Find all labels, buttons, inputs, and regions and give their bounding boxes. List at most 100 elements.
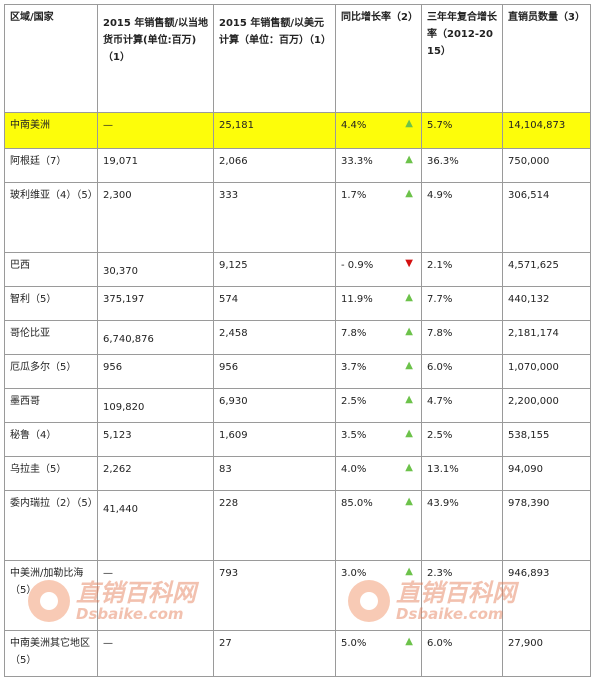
table-row: 中美洲/加勒比海（5） —793 3.0% ▲ 2.3% 946,893 bbox=[4, 560, 591, 631]
cell-cagr: 43.9% bbox=[421, 490, 503, 561]
cell-local-currency: 41,440 bbox=[97, 490, 214, 561]
table-row: 委内瑞拉（2）（5） 41,440 228 85.0% ▲ 43.9% 978,390 bbox=[4, 490, 591, 561]
cell-local-currency: 109,820 bbox=[97, 388, 214, 423]
cell-region: 智利（5） bbox=[4, 286, 98, 321]
yoy-value: 4.4% bbox=[341, 120, 367, 131]
cell-yoy: 1.7% ▲ bbox=[335, 182, 422, 253]
cell-yoy: 4.4% ▲ bbox=[335, 112, 422, 149]
header-usd: 2015 年销售额/以美元计算（单位：百万）（1） bbox=[213, 4, 336, 113]
table-row: 玻利维亚（4）（5） 2,300 333 1.7% ▲ 4.9% 306,514 bbox=[4, 182, 591, 253]
header-cagr: 三年年复合增长率（2012-2015） bbox=[421, 4, 503, 113]
yoy-value: 4.0% bbox=[341, 464, 367, 475]
table-row: 厄瓜多尔（5） 956 956 3.7% ▲ 6.0% 1,070,000 bbox=[4, 354, 591, 389]
cell-usd: 27 bbox=[213, 630, 336, 677]
cell-cagr: 2.5% bbox=[421, 422, 503, 457]
cell-yoy: 3.7% ▲ bbox=[335, 354, 422, 389]
cell-local-currency: 2,262 bbox=[97, 456, 214, 491]
triangle-up-icon: ▲ bbox=[405, 292, 413, 303]
header-sellers: 直销员数量（3） bbox=[502, 4, 591, 113]
cell-yoy: - 0.9% ▼ bbox=[335, 252, 422, 287]
cell-usd: 6,930 bbox=[213, 388, 336, 423]
triangle-up-icon: ▲ bbox=[405, 462, 413, 473]
cell-region: 中美洲/加勒比海（5） bbox=[4, 560, 98, 631]
cell-local-currency: 375,197 bbox=[97, 286, 214, 321]
cell-sellers: 750,000 bbox=[502, 148, 591, 183]
cell-yoy: 85.0% ▲ bbox=[335, 490, 422, 561]
cell-usd: 83 bbox=[213, 456, 336, 491]
table-row: 哥伦比亚 6,740,876 2,458 7.8% ▲ 7.8% 2,181,174 bbox=[4, 320, 591, 355]
cell-local-currency: — bbox=[97, 630, 214, 677]
cell-usd: 793 bbox=[213, 560, 336, 631]
table-row: 秘鲁（4） 5,123 1,609 3.5% ▲ 2.5% 538,155 bbox=[4, 422, 591, 457]
cell-region: 中南美洲 bbox=[4, 112, 98, 149]
yoy-value: - 0.9% bbox=[341, 260, 374, 271]
cell-sellers: 1,070,000 bbox=[502, 354, 591, 389]
triangle-up-icon: ▲ bbox=[405, 428, 413, 439]
cell-usd: 1,609 bbox=[213, 422, 336, 457]
triangle-up-icon: ▲ bbox=[405, 394, 413, 405]
cell-usd: 956 bbox=[213, 354, 336, 389]
yoy-value: 3.0% bbox=[341, 568, 367, 579]
cell-cagr: 36.3% bbox=[421, 148, 503, 183]
cell-usd: 25,181 bbox=[213, 112, 336, 149]
cell-local-currency: 19,071 bbox=[97, 148, 214, 183]
cell-cagr: 2.3% bbox=[421, 560, 503, 631]
cell-region: 阿根廷（7） bbox=[4, 148, 98, 183]
yoy-value: 5.0% bbox=[341, 638, 367, 649]
cell-sellers: 94,090 bbox=[502, 456, 591, 491]
cell-cagr: 7.7% bbox=[421, 286, 503, 321]
triangle-up-icon: ▲ bbox=[405, 188, 413, 199]
cell-region: 哥伦比亚 bbox=[4, 320, 98, 355]
cell-usd: 2,066 bbox=[213, 148, 336, 183]
cell-cagr: 4.9% bbox=[421, 182, 503, 253]
cell-sellers: 306,514 bbox=[502, 182, 591, 253]
cell-usd: 228 bbox=[213, 490, 336, 561]
cell-sellers: 946,893 bbox=[502, 560, 591, 631]
header-local-currency: 2015 年销售额/以当地货币计算(单位:百万)（1） bbox=[97, 4, 214, 113]
table-row: 巴西 30,370 9,125 - 0.9% ▼ 2.1% 4,571,625 bbox=[4, 252, 591, 287]
cell-usd: 333 bbox=[213, 182, 336, 253]
cell-cagr: 7.8% bbox=[421, 320, 503, 355]
header-yoy: 同比增长率（2） bbox=[335, 4, 422, 113]
header-row: 区域/国家 2015 年销售额/以当地货币计算(单位:百万)（1） 2015 年… bbox=[4, 4, 591, 113]
cell-region: 乌拉圭（5） bbox=[4, 456, 98, 491]
table-row: 中南美洲其它地区（5） —27 5.0% ▲ 6.0% 27,900 bbox=[4, 630, 591, 677]
cell-local-currency: 2,300 bbox=[97, 182, 214, 253]
cell-local-currency: 5,123 bbox=[97, 422, 214, 457]
yoy-value: 33.3% bbox=[341, 156, 373, 167]
cell-yoy: 11.9% ▲ bbox=[335, 286, 422, 321]
cell-region: 中南美洲其它地区（5） bbox=[4, 630, 98, 677]
cell-region: 玻利维亚（4）（5） bbox=[4, 182, 98, 253]
cell-yoy: 3.0% ▲ bbox=[335, 560, 422, 631]
yoy-value: 3.7% bbox=[341, 362, 367, 373]
cell-local-currency: — bbox=[97, 112, 214, 149]
cell-yoy: 33.3% ▲ bbox=[335, 148, 422, 183]
header-region: 区域/国家 bbox=[4, 4, 98, 113]
triangle-down-icon: ▼ bbox=[405, 258, 413, 269]
cell-cagr: 2.1% bbox=[421, 252, 503, 287]
table-row: 中南美洲 —25,181 4.4% ▲ 5.7% 14,104,873 bbox=[4, 112, 591, 149]
triangle-up-icon: ▲ bbox=[405, 360, 413, 371]
cell-local-currency: 30,370 bbox=[97, 252, 214, 287]
cell-region: 墨西哥 bbox=[4, 388, 98, 423]
cell-cagr: 6.0% bbox=[421, 630, 503, 677]
cell-sellers: 2,200,000 bbox=[502, 388, 591, 423]
cell-sellers: 978,390 bbox=[502, 490, 591, 561]
cell-cagr: 4.7% bbox=[421, 388, 503, 423]
cell-local-currency: — bbox=[97, 560, 214, 631]
triangle-up-icon: ▲ bbox=[405, 566, 413, 577]
triangle-up-icon: ▲ bbox=[405, 118, 413, 129]
triangle-up-icon: ▲ bbox=[405, 154, 413, 165]
cell-local-currency: 956 bbox=[97, 354, 214, 389]
yoy-value: 7.8% bbox=[341, 328, 367, 339]
cell-local-currency: 6,740,876 bbox=[97, 320, 214, 355]
cell-region: 委内瑞拉（2）（5） bbox=[4, 490, 98, 561]
cell-yoy: 4.0% ▲ bbox=[335, 456, 422, 491]
cell-sellers: 440,132 bbox=[502, 286, 591, 321]
triangle-up-icon: ▲ bbox=[405, 496, 413, 507]
table-row: 阿根廷（7） 19,071 2,066 33.3% ▲ 36.3% 750,000 bbox=[4, 148, 591, 183]
cell-region: 秘鲁（4） bbox=[4, 422, 98, 457]
cell-sellers: 14,104,873 bbox=[502, 112, 591, 149]
table-row: 乌拉圭（5） 2,262 83 4.0% ▲ 13.1% 94,090 bbox=[4, 456, 591, 491]
cell-yoy: 3.5% ▲ bbox=[335, 422, 422, 457]
